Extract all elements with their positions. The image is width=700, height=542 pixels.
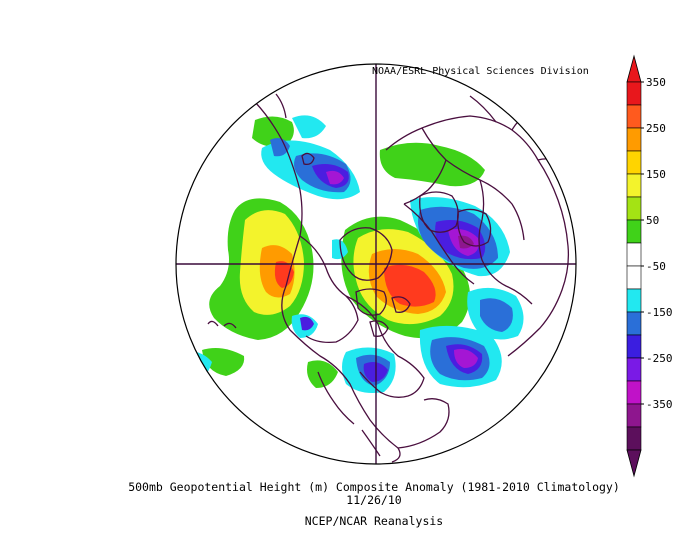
colorbar-segment — [626, 219, 642, 244]
caption-title: 500mb Geopotential Height (m) Composite … — [128, 480, 620, 494]
colorbar-min-arrow — [626, 449, 642, 478]
colorbar-segment — [626, 196, 642, 221]
anomaly-field — [176, 64, 576, 464]
colorbar-segment — [626, 127, 642, 152]
anomaly-red — [274, 261, 436, 307]
colorbar-segment — [626, 104, 642, 129]
colorbar-segment — [626, 334, 642, 359]
colorbar-segment — [626, 150, 642, 175]
colorbar-tick-label: -150 — [646, 306, 673, 319]
colorbar-segment — [626, 265, 642, 290]
colorbar-tick-label: 250 — [646, 122, 666, 135]
colorbar-segment — [626, 380, 642, 405]
colorbar-tick-label: 150 — [646, 168, 666, 181]
colorbar-segment — [626, 426, 642, 451]
colorbar-segment — [626, 357, 642, 382]
colorbar-segment — [626, 288, 642, 313]
caption-source: NCEP/NCAR Reanalysis — [304, 514, 444, 528]
colorbar-max-arrow — [626, 54, 642, 83]
colorbar-segment — [626, 173, 642, 198]
map-boundary — [175, 63, 577, 465]
caption-date: 11/26/10 — [346, 493, 402, 507]
colorbar-tick-label: -350 — [646, 398, 673, 411]
colorbar-tick-label: -250 — [646, 352, 673, 365]
colorbar-tick-label: -50 — [646, 260, 666, 273]
colorbar: 350 250 150 50 -50 -150 -250 -350 — [626, 54, 673, 478]
colorbar-segment — [626, 403, 642, 428]
colorbar-segment — [626, 311, 642, 336]
credit-text: NOAA/ESRL Physical Sciences Division — [372, 66, 589, 77]
colorbar-tick-label: 50 — [646, 214, 659, 227]
colorbar-segment — [626, 242, 642, 267]
graticule — [176, 64, 576, 464]
colorbar-tick-label: 350 — [646, 76, 666, 89]
colorbar-segment — [626, 81, 642, 106]
